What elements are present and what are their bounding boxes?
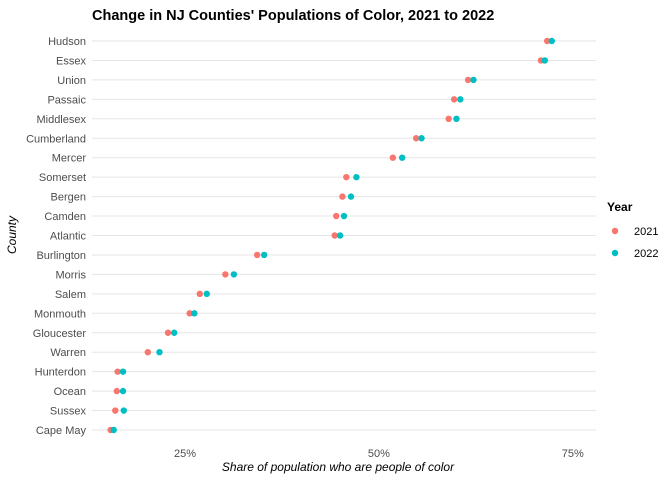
y-tick-label: Middlesex <box>36 114 86 126</box>
point-2022-cape-may <box>110 426 117 434</box>
point-2021-sussex <box>112 407 119 414</box>
point-2022-middlesex <box>453 115 460 123</box>
point-2021-mercer <box>389 154 397 161</box>
legend-key-2022 <box>611 249 619 257</box>
legend-label-2022: 2022 <box>634 248 658 260</box>
chart-title: Change in NJ Counties' Populations of Co… <box>92 8 494 24</box>
y-tick-label: Union <box>57 75 86 87</box>
y-tick-label: Hudson <box>48 36 86 48</box>
point-2022-salem <box>203 290 210 298</box>
legend-title: Year <box>607 200 633 214</box>
y-tick-labels: Hudson Essex Union Passaic Middlesex Cumberla… <box>26 36 86 437</box>
point-2021-morris <box>222 271 229 278</box>
x-tick-labels: 25% 50% 75% <box>174 448 584 460</box>
point-2022-bergen <box>347 193 355 200</box>
y-tick-label: Ocean <box>54 386 86 398</box>
point-2022-essex <box>541 57 549 64</box>
point-2022-passaic <box>457 96 464 103</box>
point-2022-hunterdon <box>119 368 127 375</box>
y-tick-label: Burlington <box>36 250 86 262</box>
y-tick-label: Essex <box>56 55 86 67</box>
y-tick-label: Cumberland <box>26 133 86 145</box>
point-2022-union <box>470 76 477 84</box>
point-2021-gloucester <box>164 329 172 336</box>
x-tick-label: 50% <box>368 448 390 460</box>
point-2021-passaic <box>450 96 458 103</box>
y-tick-label: Monmouth <box>34 308 86 320</box>
y-tick-label: Cape May <box>36 425 87 437</box>
point-2021-atlantic <box>331 232 338 239</box>
point-2021-warren <box>144 349 152 356</box>
point-2022-sussex <box>120 407 127 414</box>
point-2021-hudson <box>543 37 551 45</box>
y-tick-label: Warren <box>50 347 86 359</box>
point-2021-monmouth <box>186 310 193 317</box>
point-2022-morris <box>230 271 238 278</box>
y-tick-label: Sussex <box>50 406 87 418</box>
y-tick-label: Gloucester <box>33 328 87 340</box>
point-2021-burlington <box>253 251 261 259</box>
data-points <box>107 37 556 434</box>
point-2022-somerset <box>353 173 360 181</box>
y-tick-label: Salem <box>55 289 86 301</box>
y-tick-label: Morris <box>55 269 86 281</box>
point-2021-bergen <box>339 193 346 200</box>
legend: Year 2021 2022 <box>607 200 658 260</box>
y-tick-label: Passaic <box>47 94 86 106</box>
legend-label-2021: 2021 <box>634 226 658 238</box>
point-2022-gloucester <box>170 329 178 336</box>
point-2022-hudson <box>548 37 556 45</box>
point-2021-camden <box>333 212 340 220</box>
point-2021-hunterdon <box>114 368 121 375</box>
point-2021-middlesex <box>445 115 452 123</box>
legend-key-2021 <box>611 227 619 235</box>
y-tick-label: Camden <box>44 211 86 223</box>
y-axis-label: County <box>5 215 19 254</box>
point-2021-cumberland <box>412 135 420 142</box>
point-2022-camden <box>340 212 348 220</box>
point-2022-ocean <box>119 387 127 395</box>
y-tick-label: Hunterdon <box>35 367 86 379</box>
y-tick-label: Atlantic <box>50 231 87 243</box>
x-tick-label: 75% <box>562 448 584 460</box>
point-2021-salem <box>196 290 203 298</box>
point-2022-mercer <box>398 154 406 161</box>
x-tick-label: 25% <box>174 448 196 460</box>
gridlines <box>92 40 596 431</box>
point-2021-somerset <box>343 173 350 181</box>
y-tick-label: Bergen <box>51 192 86 204</box>
y-tick-label: Mercer <box>52 153 87 165</box>
point-2022-monmouth <box>191 310 198 317</box>
point-2022-atlantic <box>336 232 344 239</box>
x-axis-label: Share of population who are people of co… <box>222 460 455 474</box>
point-2022-warren <box>156 349 163 356</box>
point-2022-burlington <box>260 251 268 259</box>
point-2021-union <box>464 76 472 84</box>
point-2021-ocean <box>113 387 121 395</box>
y-tick-label: Somerset <box>39 172 86 184</box>
point-2022-cumberland <box>418 135 425 142</box>
